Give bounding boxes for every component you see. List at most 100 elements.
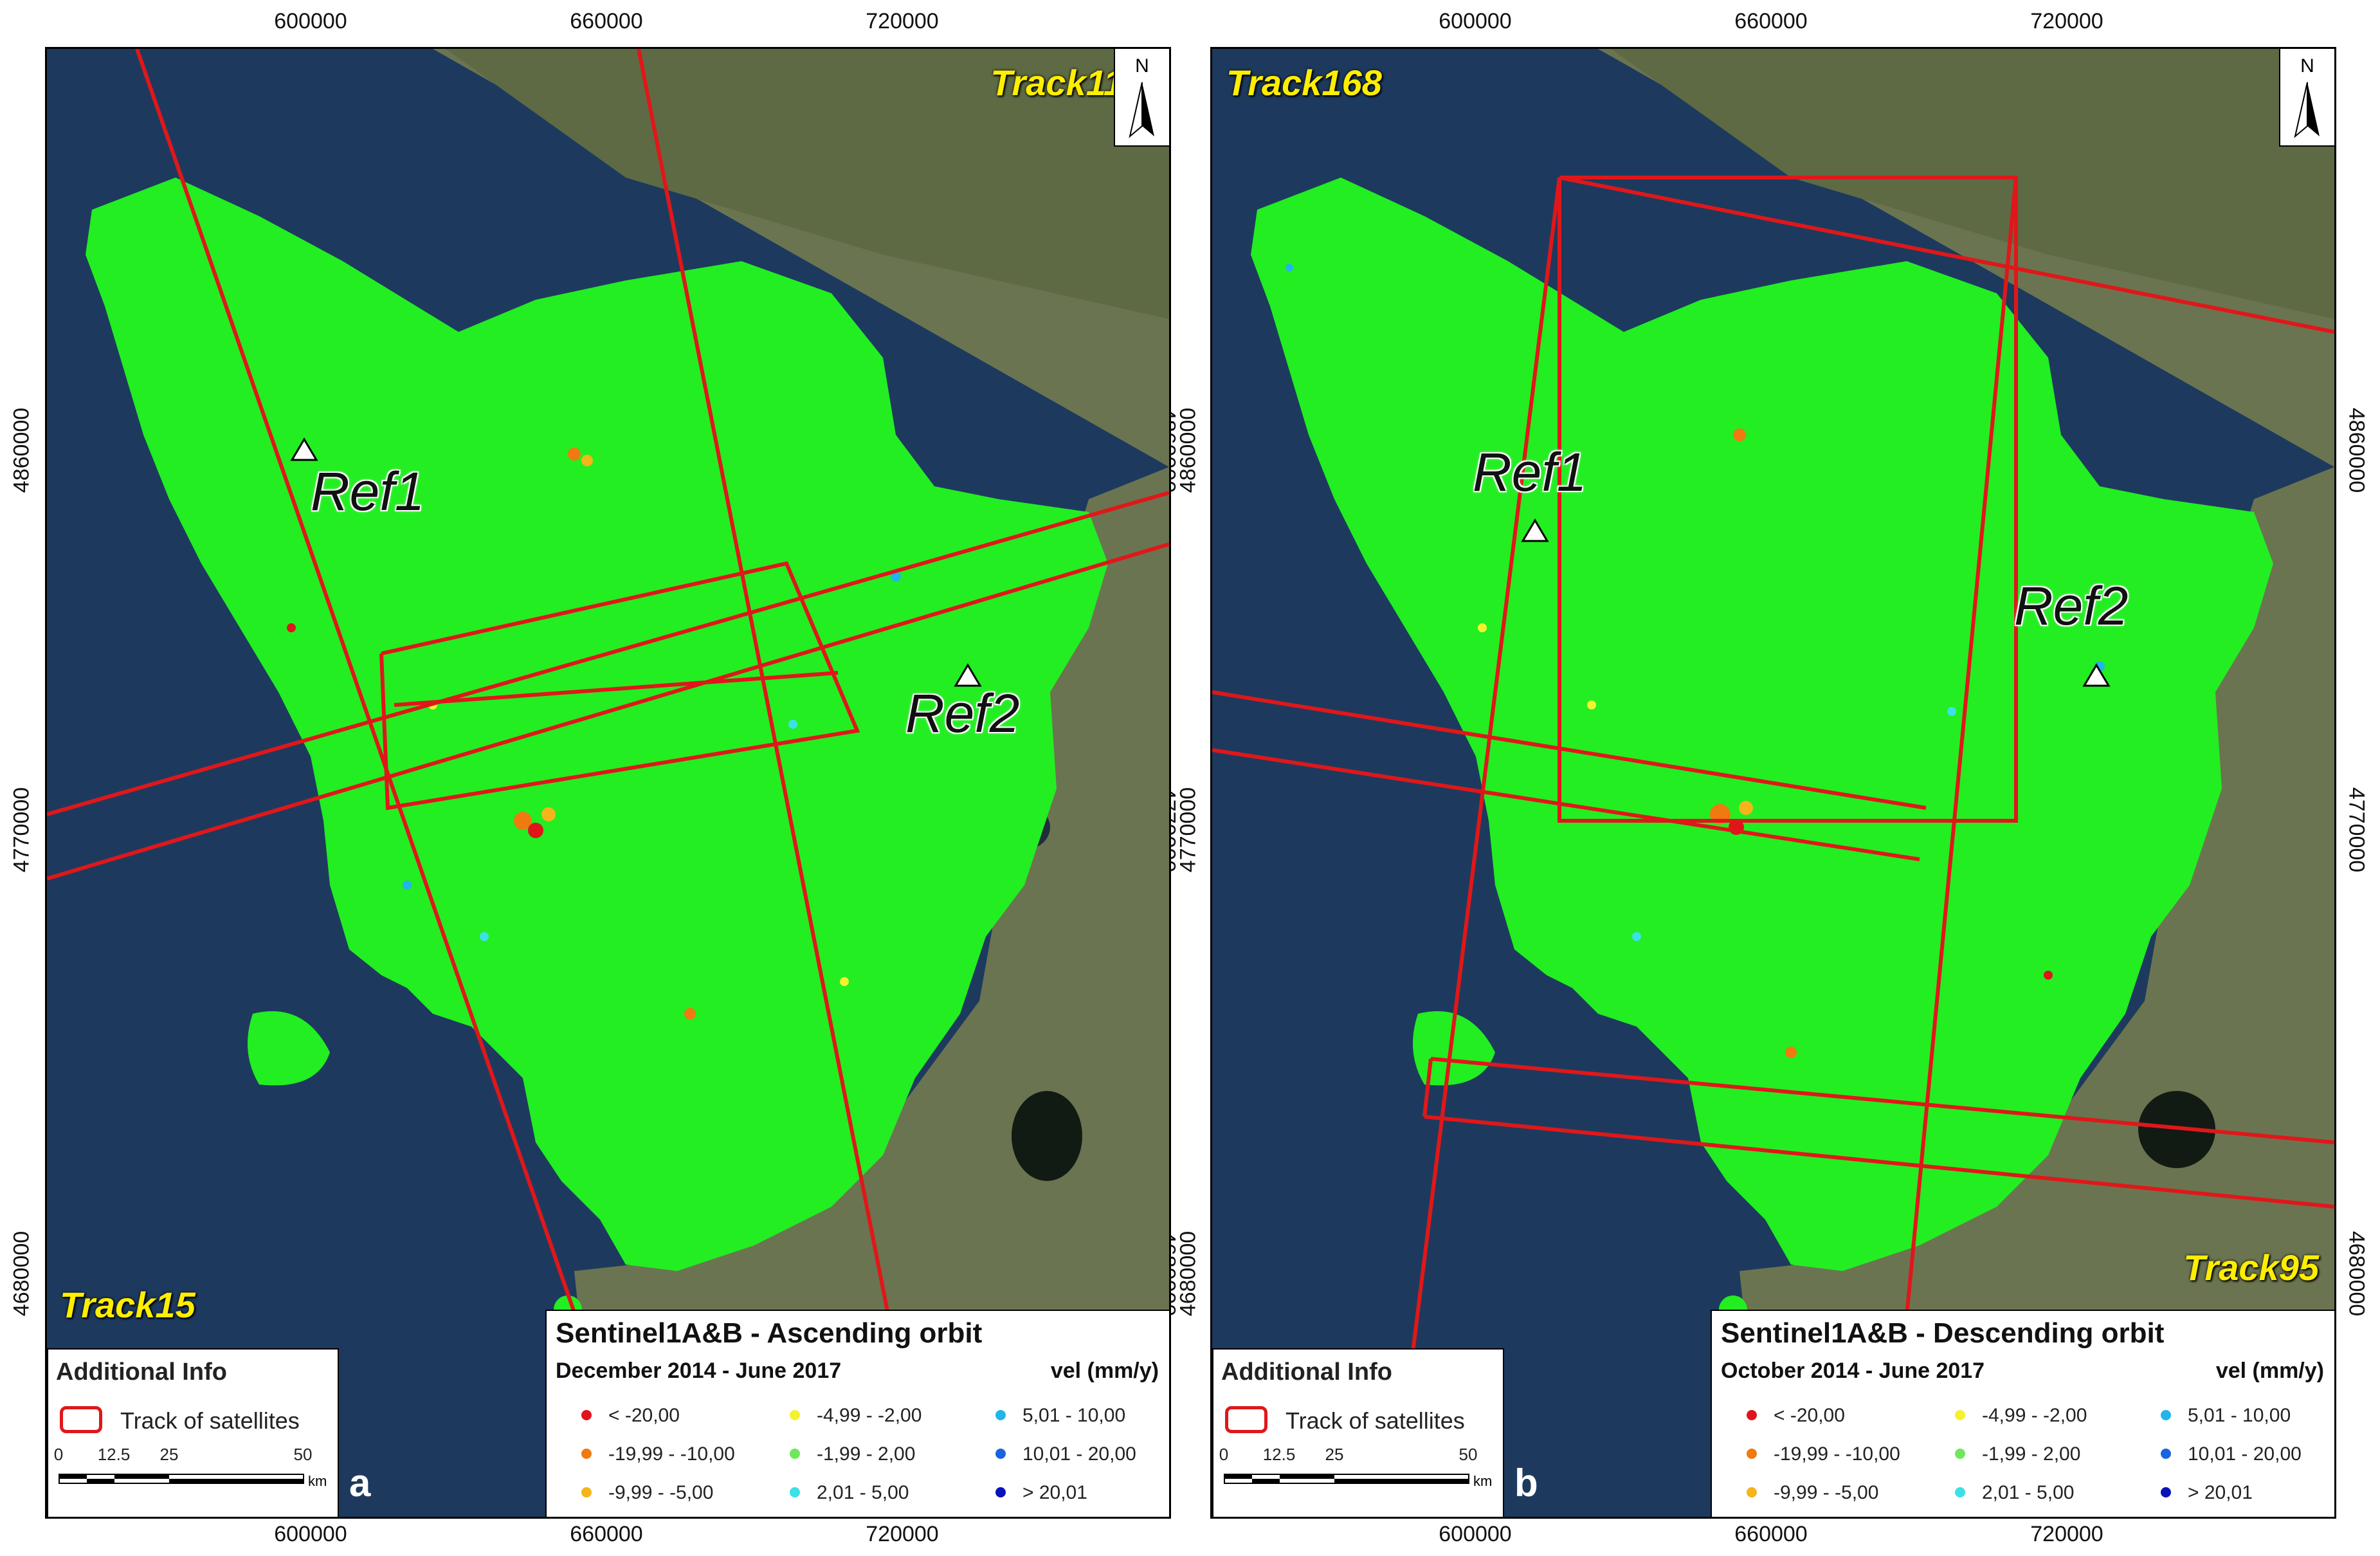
ref2-marker-icon [954, 663, 982, 687]
y-tick-b-left-1: 4860000 [1176, 407, 1201, 493]
track-label-15: Track15 [60, 1285, 195, 1325]
y-tick-b-right-1: 4860000 [2344, 407, 2369, 493]
x-tick-bottom-a-2: 660000 [570, 1522, 643, 1546]
ref1-marker-icon [290, 437, 318, 461]
legend-vel-label: vel (mm/y) [2215, 1359, 2324, 1383]
north-label: N [1135, 55, 1149, 77]
legend-class-4: -4,99 - -2,00 [790, 1405, 922, 1427]
legend-descending: Sentinel1A&B - Descending orbit October … [1711, 1310, 2334, 1517]
y-tick-b-right-2: 4770000 [2344, 787, 2369, 873]
scale-tick-50: 50 [293, 1445, 313, 1464]
x-tick-bottom-b-3: 720000 [2030, 1522, 2103, 1546]
track-label-95: Track95 [2183, 1247, 2319, 1288]
y-tick-a-left-2: 4770000 [9, 787, 34, 873]
scale-bar-graphic: km [1224, 1473, 1492, 1488]
legend-class-3: -9,99 - -5,00 [1747, 1482, 1878, 1504]
class-dot-icon [2161, 1487, 2171, 1497]
scale-tick-0: 0 [1219, 1445, 1229, 1464]
class-dot-icon [581, 1487, 592, 1497]
ref1-label: Ref1 [311, 461, 425, 522]
legend-class-4: -4,99 - -2,00 [1955, 1405, 2087, 1427]
scale-unit: km [308, 1473, 327, 1488]
legend-class-8: 10,01 - 20,00 [995, 1443, 1136, 1465]
class-dot-icon [995, 1449, 1006, 1459]
additional-info-box: Additional Info Track of satellites 0 12… [47, 1348, 339, 1517]
north-arrow: N [2279, 49, 2334, 147]
class-dot-icon [1747, 1449, 1757, 1459]
north-arrow-icon [1129, 82, 1154, 138]
panel-letter-b: b [1514, 1461, 1538, 1505]
class-dot-icon [1955, 1410, 1965, 1420]
scale-unit: km [1473, 1473, 1492, 1488]
legend-class-9: > 20,01 [995, 1482, 1087, 1504]
class-dot-icon [995, 1487, 1006, 1497]
legend-title: Sentinel1A&B - Ascending orbit [556, 1317, 983, 1349]
class-dot-icon [1747, 1487, 1757, 1497]
legend-class-9: > 20,01 [2161, 1482, 2253, 1504]
velocity-points [287, 448, 901, 1020]
legend-class-1: < -20,00 [581, 1405, 680, 1427]
scale-tick-12: 12.5 [97, 1445, 131, 1464]
x-tick-top-b-3: 720000 [2030, 9, 2103, 33]
class-dot-icon [790, 1449, 800, 1459]
legend-vel-label: vel (mm/y) [1050, 1359, 1159, 1383]
ref1-label: Ref1 [1473, 442, 1587, 502]
ref2-label: Ref2 [2014, 576, 2129, 636]
class-dot-icon [1955, 1487, 1965, 1497]
x-tick-top-b-1: 600000 [1439, 9, 1512, 33]
legend-period: December 2014 - June 2017 [556, 1359, 842, 1383]
class-dot-icon [1747, 1410, 1757, 1420]
x-tick-top-a-2: 660000 [570, 9, 643, 33]
region-stable-points [86, 178, 1108, 1271]
scale-tick-25: 25 [159, 1445, 179, 1464]
track-swatch-icon [60, 1406, 102, 1433]
scale-bar-graphic: km [59, 1473, 327, 1488]
satellite-tracks [47, 49, 1169, 1517]
track-legend-label: Track of satellites [120, 1407, 300, 1434]
legend-class-7: 5,01 - 10,00 [995, 1405, 1125, 1427]
scale-tick-0: 0 [53, 1445, 64, 1464]
satellite-tracks [1212, 176, 2334, 1517]
y-tick-b-left-2: 4770000 [1176, 787, 1201, 873]
land-background [433, 49, 1169, 1517]
ref2-marker-icon [2082, 663, 2111, 687]
north-label: N [2300, 55, 2314, 77]
class-dot-icon [581, 1449, 592, 1459]
legend-class-6: 2,01 - 5,00 [1955, 1482, 2074, 1504]
panel-letter-a: a [349, 1461, 371, 1505]
additional-info-title: Additional Info [1221, 1359, 1392, 1386]
x-tick-bottom-a-1: 600000 [274, 1522, 347, 1546]
y-tick-b-left-3: 4680000 [1176, 1231, 1201, 1317]
x-tick-top-b-2: 660000 [1734, 9, 1808, 33]
legend-period: October 2014 - June 2017 [1721, 1359, 1985, 1383]
x-tick-top-a-3: 720000 [866, 9, 939, 33]
legend-ascending: Sentinel1A&B - Ascending orbit December … [545, 1310, 1169, 1517]
y-tick-a-left-1: 4860000 [9, 407, 34, 493]
y-tick-b-right-3: 4680000 [2344, 1231, 2369, 1317]
scale-tick-12: 12.5 [1262, 1445, 1296, 1464]
ref2-label: Ref2 [905, 683, 1020, 744]
north-arrow-icon [2294, 82, 2320, 138]
x-tick-bottom-b-2: 660000 [1734, 1522, 1808, 1546]
additional-info-title: Additional Info [56, 1359, 227, 1386]
additional-info-box: Additional Info Track of satellites 0 12… [1212, 1348, 1504, 1517]
track-legend-label: Track of satellites [1285, 1407, 1465, 1434]
class-dot-icon [790, 1487, 800, 1497]
class-dot-icon [790, 1410, 800, 1420]
scale-tick-50: 50 [1458, 1445, 1478, 1464]
x-tick-top-a-1: 600000 [274, 9, 347, 33]
track-swatch-icon [1225, 1406, 1267, 1433]
legend-class-3: -9,99 - -5,00 [581, 1482, 713, 1504]
class-dot-icon [1955, 1449, 1965, 1459]
legend-class-8: 10,01 - 20,00 [2161, 1443, 2302, 1465]
scale-tick-25: 25 [1325, 1445, 1344, 1464]
legend-class-5: -1,99 - 2,00 [1955, 1443, 2080, 1465]
legend-class-6: 2,01 - 5,00 [790, 1482, 909, 1504]
map-canvas-a [47, 49, 1169, 1517]
map-canvas-b [1212, 49, 2334, 1517]
legend-title: Sentinel1A&B - Descending orbit [1721, 1317, 2165, 1349]
legend-class-2: -19,99 - -10,00 [581, 1443, 735, 1465]
map-panel-a: Track117 Track15 Ref1 Ref2 N Additional … [45, 47, 1171, 1519]
legend-class-1: < -20,00 [1747, 1405, 1845, 1427]
x-tick-bottom-a-3: 720000 [866, 1522, 939, 1546]
